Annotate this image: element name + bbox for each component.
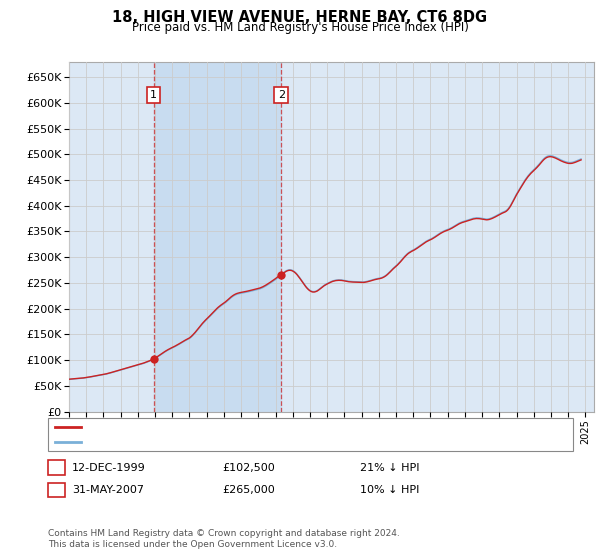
Text: 2: 2 bbox=[53, 485, 60, 495]
Text: 10% ↓ HPI: 10% ↓ HPI bbox=[360, 485, 419, 495]
Text: 18, HIGH VIEW AVENUE, HERNE BAY, CT6 8DG (detached house): 18, HIGH VIEW AVENUE, HERNE BAY, CT6 8DG… bbox=[85, 422, 420, 432]
Text: HPI: Average price, detached house, Canterbury: HPI: Average price, detached house, Cant… bbox=[85, 437, 337, 447]
Text: 1: 1 bbox=[53, 463, 60, 473]
Text: 18, HIGH VIEW AVENUE, HERNE BAY, CT6 8DG: 18, HIGH VIEW AVENUE, HERNE BAY, CT6 8DG bbox=[112, 10, 488, 25]
Text: 21% ↓ HPI: 21% ↓ HPI bbox=[360, 463, 419, 473]
Bar bbox=[154, 62, 281, 412]
Text: 2: 2 bbox=[278, 90, 285, 100]
Text: £102,500: £102,500 bbox=[222, 463, 275, 473]
Text: 31-MAY-2007: 31-MAY-2007 bbox=[72, 485, 144, 495]
Text: Price paid vs. HM Land Registry's House Price Index (HPI): Price paid vs. HM Land Registry's House … bbox=[131, 21, 469, 34]
Text: Contains HM Land Registry data © Crown copyright and database right 2024.
This d: Contains HM Land Registry data © Crown c… bbox=[48, 529, 400, 549]
Text: £265,000: £265,000 bbox=[222, 485, 275, 495]
Text: 1: 1 bbox=[150, 90, 157, 100]
Text: 12-DEC-1999: 12-DEC-1999 bbox=[72, 463, 146, 473]
